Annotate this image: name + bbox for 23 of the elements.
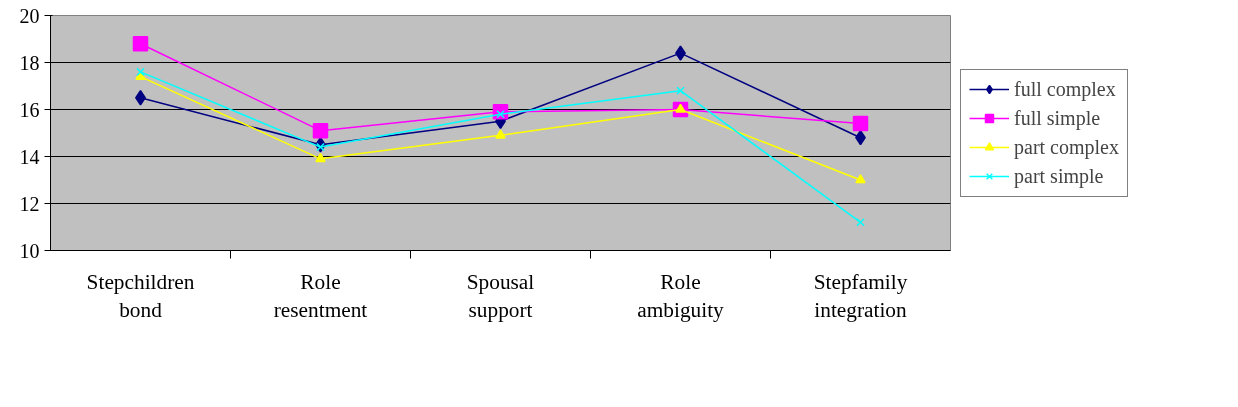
legend-label: full complex: [1014, 77, 1116, 101]
y-tick-label: 20: [19, 4, 40, 27]
x-tick-label: Stepchildren bond: [86, 269, 195, 323]
y-tick-label: 12: [19, 192, 40, 215]
legend-label: part complex: [1014, 135, 1119, 159]
point: [852, 115, 869, 132]
point: [315, 152, 326, 163]
y-tick-label: 14: [19, 145, 40, 168]
point: [676, 86, 685, 95]
y-tick-label: 10: [19, 239, 40, 262]
legend-label: part simple: [1014, 164, 1104, 188]
x-tick-label: Stepfamily integration: [813, 269, 908, 323]
point: [132, 35, 149, 52]
x-tick-label: Role ambiguity: [637, 269, 725, 323]
point: [856, 218, 865, 227]
legend-label: full simple: [1014, 106, 1101, 130]
point: [855, 174, 866, 184]
point: [312, 122, 329, 139]
y-tick-label: 16: [19, 98, 40, 121]
x-tick-label: Role resentment: [273, 269, 368, 323]
point: [495, 129, 506, 139]
x-tick-label: Spousal support: [466, 269, 535, 323]
y-tick-label: 18: [19, 51, 40, 74]
